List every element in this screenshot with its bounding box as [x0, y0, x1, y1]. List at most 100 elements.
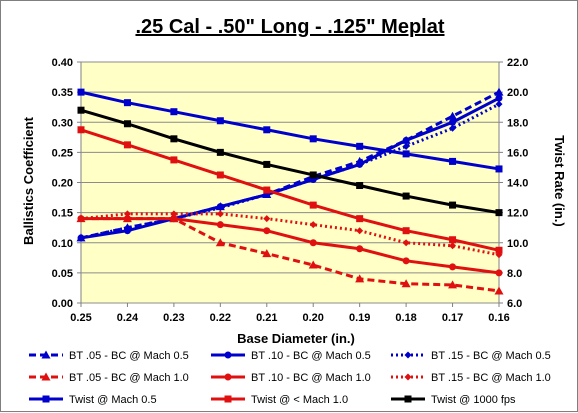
- legend-item: BT .05 - BC @ Mach 1.0: [29, 372, 189, 384]
- data-point: [263, 160, 271, 168]
- data-point: [263, 186, 271, 194]
- data-point: [77, 106, 85, 114]
- data-point: [77, 215, 85, 223]
- series-line: [80, 212, 500, 257]
- legend-item: Twist @ < Mach 1.0: [211, 394, 348, 406]
- right-tick-label: 14.0: [507, 178, 528, 190]
- data-point: [263, 126, 271, 134]
- data-point: [402, 142, 410, 150]
- legend-item: BT .05 - BC @ Mach 0.5: [29, 350, 189, 362]
- data-point: [356, 182, 364, 190]
- data-point: [404, 351, 412, 359]
- x-tick-label: 0.23: [163, 312, 184, 324]
- data-point: [402, 227, 410, 235]
- legend: BT .05 - BC @ Mach 0.5 BT .10 - BC @ Mach…: [29, 350, 551, 406]
- data-point: [449, 118, 457, 126]
- series-line: [80, 90, 500, 171]
- legend-label: Twist @ < Mach 1.0: [251, 394, 348, 406]
- data-point: [170, 156, 178, 164]
- data-point: [402, 150, 410, 158]
- data-point: [123, 215, 131, 223]
- x-axis: 0.25 0.24 0.23 0.22 0.21 0.20 0.19 0.18 0.17 0.16: [70, 303, 510, 324]
- series-line: [80, 128, 500, 252]
- data-point: [224, 373, 232, 381]
- right-axis: 6.0 8.0 10.0 12.0 14.0 16.0 18.0 20.0 22.0: [499, 57, 528, 310]
- left-tick-label: 0.00: [52, 298, 73, 310]
- data-point: [495, 246, 503, 254]
- data-point: [495, 209, 503, 217]
- left-axis: 0.00 0.05 0.10 0.15 0.20 0.25 0.30 0.35 0.40: [52, 57, 81, 310]
- left-tick-label: 0.30: [52, 117, 73, 129]
- legend-item: Twist @ 1000 fps: [391, 394, 516, 406]
- data-point: [402, 136, 410, 144]
- data-point: [448, 280, 458, 289]
- series-line: [80, 108, 500, 215]
- data-point: [449, 242, 457, 250]
- data-point: [309, 239, 317, 247]
- left-tick-label: 0.05: [52, 268, 73, 280]
- data-point: [495, 94, 503, 102]
- legend-label: BT .10 - BC @ Mach 0.5: [251, 350, 371, 362]
- data-point: [42, 395, 50, 403]
- legend-label: BT .10 - BC @ Mach 1.0: [251, 372, 371, 384]
- series-6: [77, 88, 503, 173]
- data-point: [123, 99, 131, 107]
- legend-label: BT .05 - BC @ Mach 1.0: [69, 372, 189, 384]
- data-point: [449, 157, 457, 165]
- series-8: [77, 106, 503, 217]
- data-point: [495, 165, 503, 173]
- data-point: [402, 192, 410, 200]
- legend-item: BT .10 - BC @ Mach 1.0: [211, 372, 371, 384]
- series-line: [80, 102, 500, 240]
- x-tick-label: 0.19: [349, 312, 370, 324]
- left-tick-label: 0.10: [52, 238, 73, 250]
- data-point: [308, 260, 318, 269]
- right-tick-label: 6.0: [507, 298, 522, 310]
- data-point: [123, 224, 131, 232]
- data-point: [404, 395, 412, 403]
- series-7: [77, 126, 503, 254]
- series-layer: [76, 87, 504, 295]
- data-point: [309, 171, 317, 179]
- data-point: [449, 201, 457, 209]
- data-point: [401, 279, 411, 288]
- x-tick-label: 0.21: [256, 312, 277, 324]
- data-point: [309, 135, 317, 143]
- right-tick-label: 8.0: [507, 268, 522, 280]
- data-point: [216, 117, 224, 125]
- legend-item: BT .10 - BC @ Mach 0.5: [211, 350, 371, 362]
- series-line: [81, 217, 500, 275]
- data-point: [449, 263, 457, 271]
- left-tick-label: 0.40: [52, 57, 73, 69]
- right-tick-label: 22.0: [507, 57, 528, 69]
- left-tick-label: 0.20: [52, 178, 73, 190]
- data-point: [170, 108, 178, 116]
- data-point: [77, 234, 85, 242]
- data-point: [216, 210, 224, 218]
- right-tick-label: 16.0: [507, 147, 528, 159]
- right-tick-label: 20.0: [507, 87, 528, 99]
- right-tick-label: 12.0: [507, 208, 528, 220]
- data-point: [77, 126, 85, 134]
- legend-label: BT .15 - BC @ Mach 1.0: [431, 372, 551, 384]
- x-tick-label: 0.22: [210, 312, 231, 324]
- data-point: [123, 120, 131, 128]
- data-point: [216, 171, 224, 179]
- data-point: [224, 395, 232, 403]
- data-point: [494, 286, 504, 295]
- legend-label: Twist @ 1000 fps: [431, 394, 516, 406]
- data-point: [449, 124, 457, 132]
- data-point: [216, 221, 224, 229]
- legend-item: Twist @ Mach 0.5: [29, 394, 157, 406]
- data-point: [41, 372, 51, 381]
- data-point: [494, 87, 504, 96]
- data-point: [449, 236, 457, 244]
- data-point: [402, 257, 410, 265]
- left-axis-label: Ballistics Coefficient: [21, 116, 36, 245]
- x-tick-label: 0.18: [395, 312, 416, 324]
- data-point: [309, 201, 317, 209]
- data-point: [216, 204, 224, 212]
- x-tick-label: 0.17: [442, 312, 463, 324]
- data-point: [404, 373, 412, 381]
